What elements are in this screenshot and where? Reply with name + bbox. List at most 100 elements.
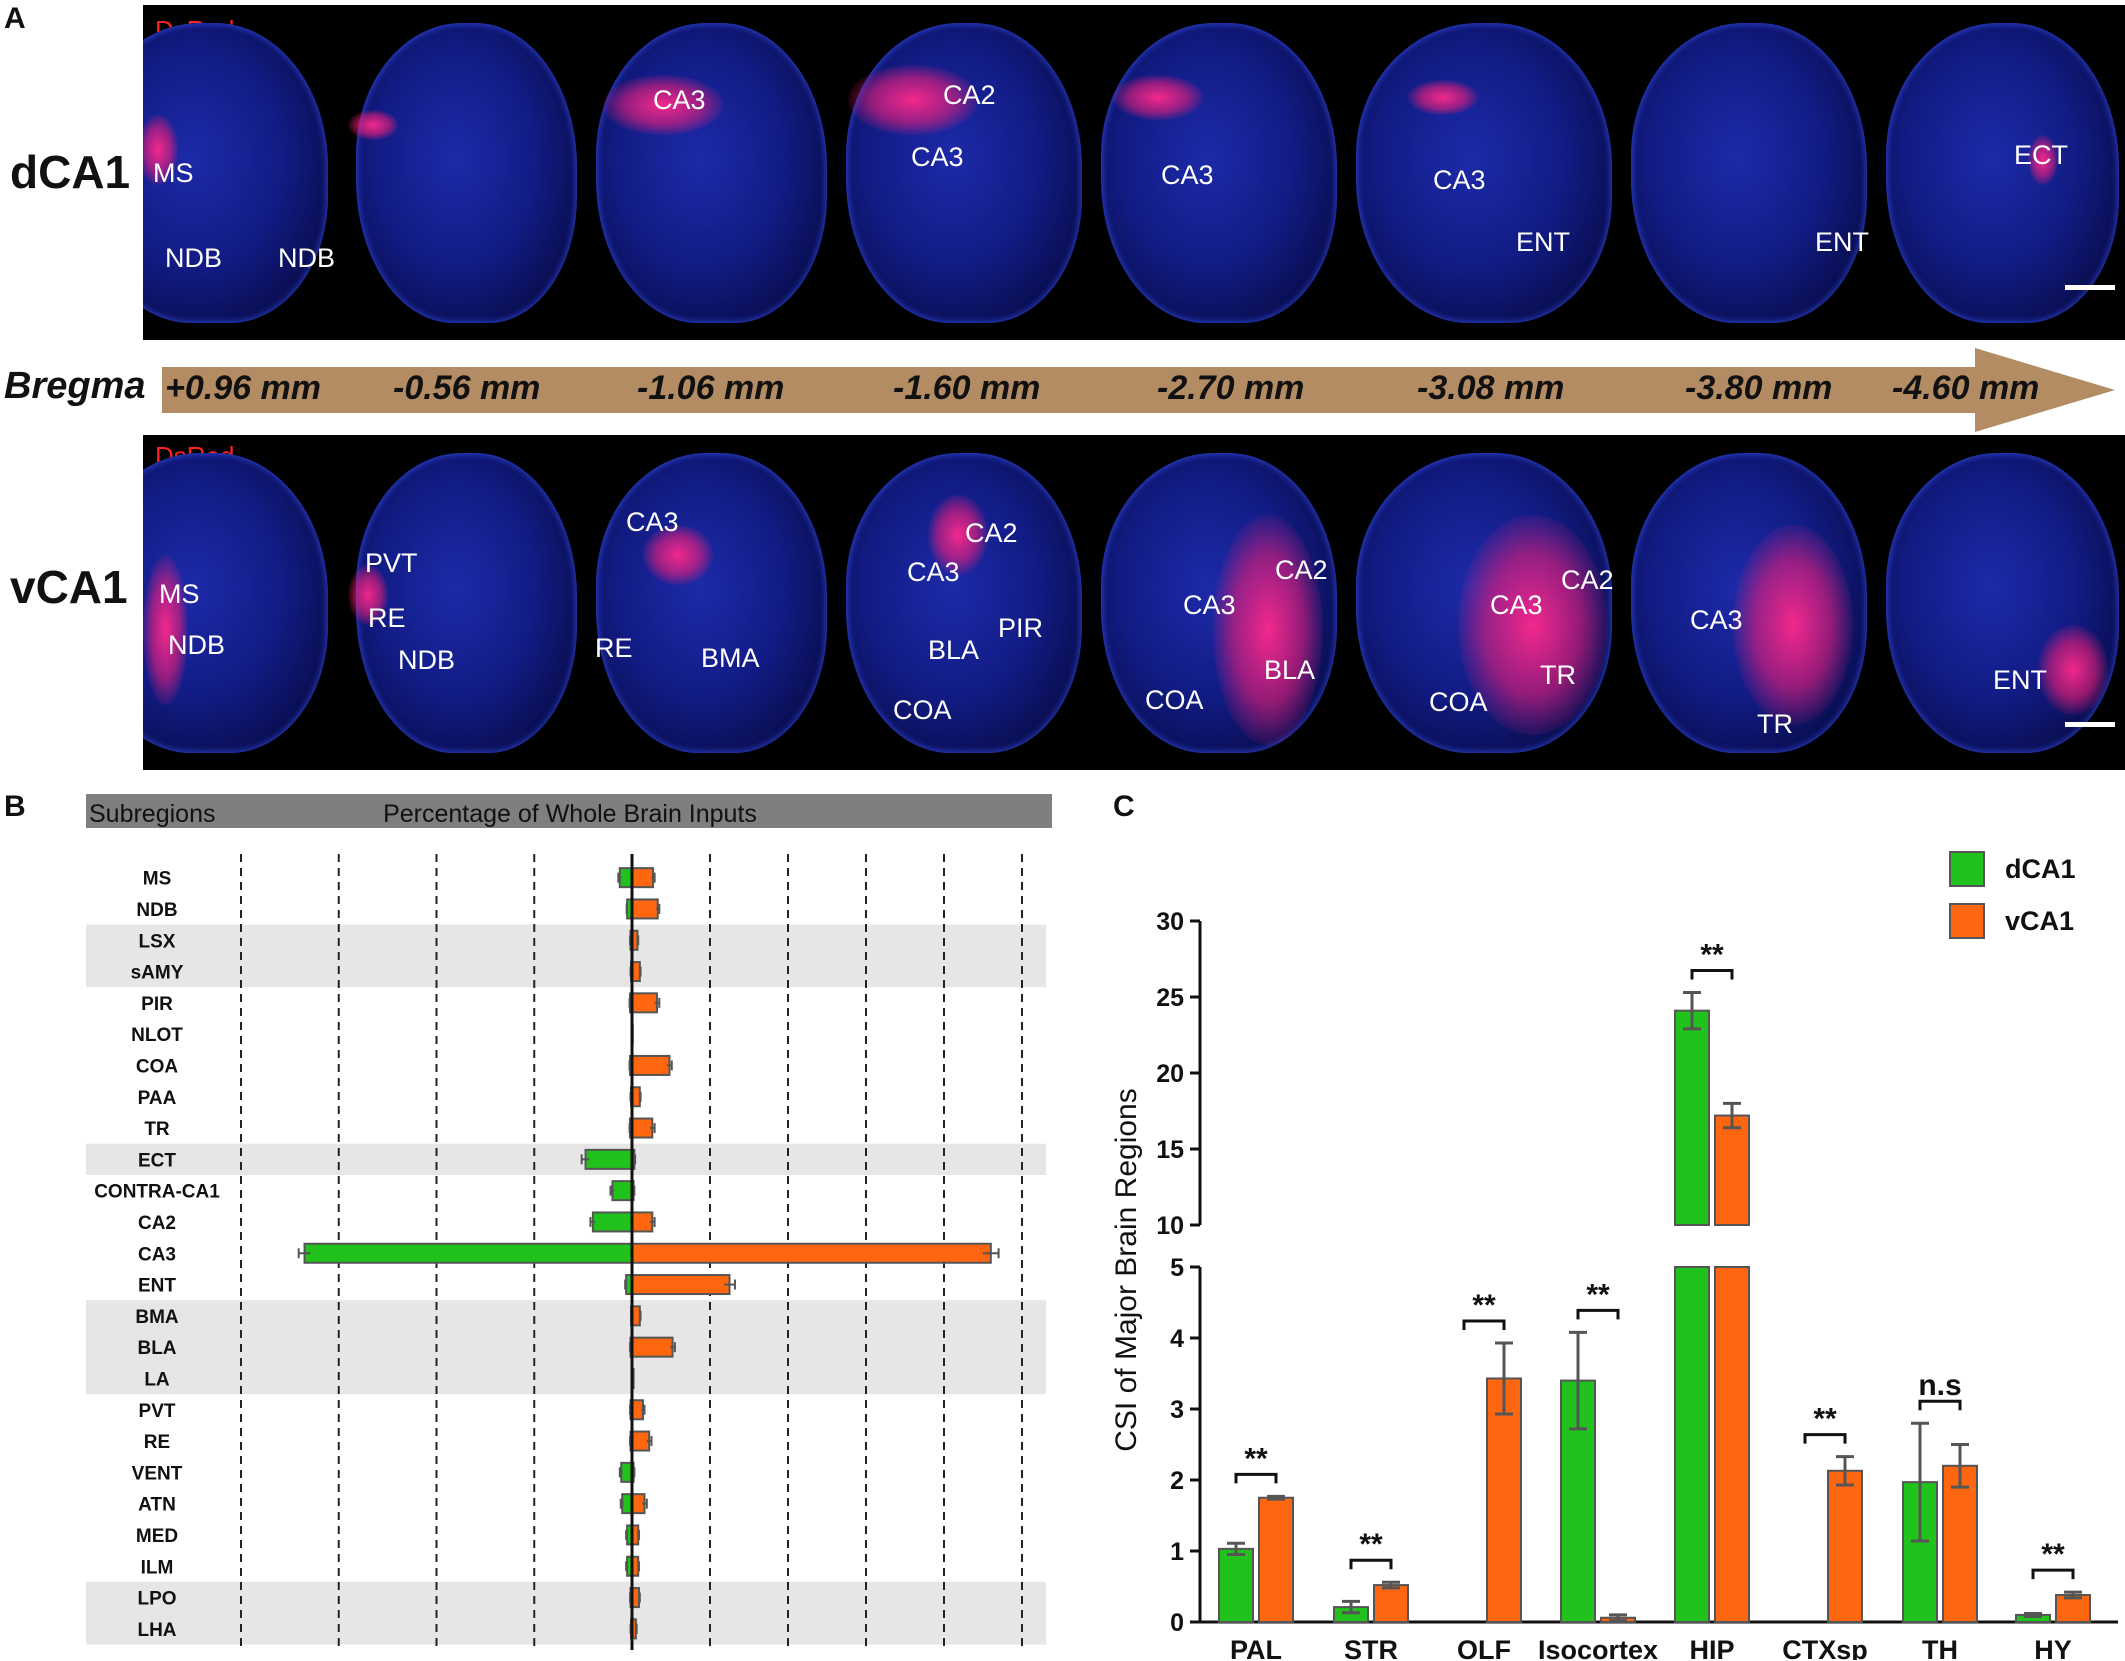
vca1-dsred-signal-5 bbox=[1213, 515, 1323, 745]
panel-c-tick-label: 3 bbox=[1170, 1396, 1184, 1424]
panel-b-category-label: RE bbox=[144, 1432, 170, 1453]
dca1-region-label: ENT bbox=[1516, 227, 1570, 257]
panel-b-category-label: VENT bbox=[132, 1463, 183, 1484]
bregma-value: -4.60 mm bbox=[1892, 369, 2040, 407]
vca1-region-label: TR bbox=[1540, 660, 1576, 690]
panel-b-category-label: CA3 bbox=[138, 1244, 176, 1265]
dca1-dsred-signal-4 bbox=[848, 65, 978, 135]
panel-b-header-title: Percentage of Whole Brain Inputs bbox=[383, 800, 757, 828]
panel-c-tick-label: 0 bbox=[1170, 1609, 1184, 1637]
vca1-section-6 bbox=[1348, 435, 1618, 770]
panel-c-bar-vca1 bbox=[1714, 1266, 1750, 1623]
panel-b-header bbox=[86, 794, 1052, 828]
dca1-brain-section-7 bbox=[1631, 23, 1867, 323]
panel-b-bar-vca1 bbox=[631, 1430, 651, 1452]
legend-label-dca1: dCA1 bbox=[2005, 854, 2076, 884]
dca1-brain-section-5 bbox=[1101, 23, 1337, 323]
dca1-brain-section-8 bbox=[1886, 23, 2119, 323]
legend-swatch-dca1 bbox=[1949, 851, 1985, 887]
vca1-region-label: BLA bbox=[1264, 655, 1316, 685]
bregma-value: +0.96 mm bbox=[165, 369, 321, 407]
panel-b-category-label: PIR bbox=[141, 994, 173, 1015]
panel-b-chart: Subregions Percentage of Whole Brain Inpu… bbox=[86, 794, 1052, 1650]
vca1-region-label: BLA bbox=[928, 635, 980, 665]
panel-b-category-label: LSX bbox=[139, 931, 176, 952]
vca1-section-3 bbox=[588, 435, 833, 770]
panel-a-letter: A bbox=[4, 2, 26, 35]
panel-c-tick-label: 4 bbox=[1170, 1325, 1184, 1353]
panel-b-bar-vca1 bbox=[631, 992, 658, 1014]
dca1-brain-section-2 bbox=[356, 23, 577, 323]
dca1-section-2 bbox=[348, 5, 583, 340]
panel-c-significance-bracket bbox=[1690, 968, 1734, 980]
bregma-label: Bregma bbox=[4, 365, 146, 407]
dca1-brain-section-4 bbox=[846, 23, 1082, 323]
vca1-dsred-signal-4 bbox=[928, 495, 988, 575]
panel-b-category-label: NLOT bbox=[131, 1025, 183, 1046]
dca1-dsred-signal-3 bbox=[603, 75, 723, 135]
panel-c-bar-vca1 bbox=[1942, 1464, 1978, 1623]
panel-c-tick-label: 2 bbox=[1170, 1467, 1184, 1495]
panel-c-bar-dca1 bbox=[1218, 1547, 1254, 1623]
vca1-image-strip: DsRedDAPIMSNDBPVTRENDBCA3REBMACA2CA3PIRB… bbox=[143, 435, 2125, 770]
panel-c-bar-vca1 bbox=[2055, 1594, 2091, 1624]
vca1-region-label: CA3 bbox=[626, 507, 679, 537]
panel-c-bar-vca1 bbox=[1486, 1377, 1522, 1623]
panel-c-significance-label: ** bbox=[1813, 1403, 1837, 1436]
panel-c-significance-label: ** bbox=[1359, 1528, 1383, 1561]
panel-b-bar-vca1 bbox=[631, 1054, 671, 1076]
panel-c-significance-bracket bbox=[1462, 1319, 1506, 1330]
panel-b-category-label: CONTRA-CA1 bbox=[94, 1182, 220, 1203]
bregma-value: -3.08 mm bbox=[1417, 369, 1565, 407]
bregma-value: -0.56 mm bbox=[393, 369, 541, 407]
panel-b-category-label: LHA bbox=[137, 1620, 176, 1641]
dca1-section-3 bbox=[588, 5, 833, 340]
vca1-section-7 bbox=[1623, 435, 1873, 770]
vca1-region-label: CA3 bbox=[907, 557, 960, 587]
panel-b-category-label: COA bbox=[136, 1056, 179, 1077]
vca1-dsred-signal-2 bbox=[348, 565, 388, 625]
panel-c-category-label: HY bbox=[2034, 1635, 2072, 1660]
dca1-section-7 bbox=[1623, 5, 1873, 340]
panel-b-bar-dca1 bbox=[618, 867, 633, 889]
dca1-region-label: MS bbox=[153, 158, 194, 188]
panel-b-category-label: ECT bbox=[138, 1150, 176, 1171]
dca1-brain-section-3 bbox=[596, 23, 827, 323]
panel-c-category-label: STR bbox=[1344, 1635, 1398, 1660]
panel-b-bar-dca1 bbox=[584, 1148, 633, 1170]
dca1-dsred-signal-2 bbox=[348, 110, 398, 140]
panel-c-chart: CSI of Major Brain Regions 0 1 2 3 4 5 10 15 20 25… bbox=[1110, 851, 2118, 1660]
panel-b-category-label: sAMY bbox=[131, 963, 184, 984]
legend-swatch-vca1 bbox=[1949, 903, 1985, 939]
panel-b-category-label: TR bbox=[144, 1119, 170, 1140]
panel-c-significance-label: n.s bbox=[1918, 1369, 1961, 1402]
vca1-region-label: CA2 bbox=[1561, 565, 1614, 595]
dca1-section-1 bbox=[143, 5, 343, 340]
panel-c-tick-label: 30 bbox=[1156, 908, 1184, 936]
vca1-brain-section-2 bbox=[356, 453, 577, 753]
vca1-section-1 bbox=[143, 435, 343, 770]
panel-c-category-label: CTXsp bbox=[1782, 1635, 1868, 1660]
panel-c-tick-label: 1 bbox=[1170, 1538, 1184, 1566]
panel-b-category-label: BLA bbox=[137, 1338, 176, 1359]
panel-b-bar-dca1 bbox=[591, 1211, 634, 1233]
panel-c-y-axis-label: CSI of Major Brain Regions bbox=[1110, 1088, 1143, 1452]
panel-c-tick-label: 25 bbox=[1156, 984, 1184, 1012]
bregma-value: -2.70 mm bbox=[1157, 369, 1305, 407]
panel-c-bar-vca1-upper bbox=[1714, 1114, 1750, 1226]
panel-b-bar-vca1 bbox=[631, 1274, 731, 1296]
vca1-region-label: BMA bbox=[701, 643, 760, 673]
panel-c-significance-label: ** bbox=[1586, 1278, 1610, 1311]
dca1-section-4 bbox=[838, 5, 1088, 340]
dca1-brain-section-1 bbox=[143, 23, 328, 323]
vca1-region-label: TR bbox=[1757, 709, 1793, 739]
panel-c-letter: C bbox=[1113, 790, 1135, 823]
panel-c-category-label: OLF bbox=[1457, 1635, 1511, 1660]
panel-b-bar-vca1 bbox=[631, 1211, 654, 1233]
panel-b-letter: B bbox=[4, 790, 26, 823]
vca1-region-label: CA3 bbox=[1490, 590, 1543, 620]
panel-b-header-subregions: Subregions bbox=[89, 800, 215, 828]
dca1-dsred-signal-6 bbox=[1408, 80, 1478, 115]
panel-c-tick-label: 15 bbox=[1156, 1136, 1184, 1164]
dca1-region-label: CA3 bbox=[911, 142, 964, 172]
